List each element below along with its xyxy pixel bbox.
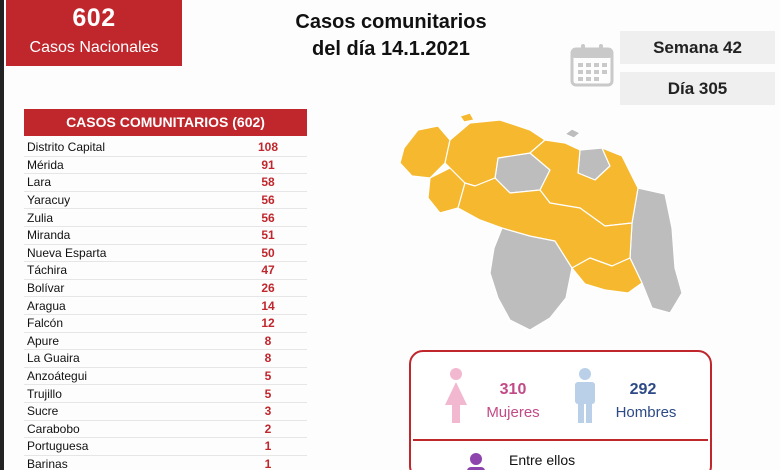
state-name: Lara (27, 175, 52, 190)
note-text: Entre ellos (509, 452, 576, 468)
week-box: Semana 42 (620, 31, 775, 64)
table-row: Lara 58 (24, 174, 307, 192)
table-row: Aragua 14 (24, 297, 307, 315)
map-state-yellow-island (459, 112, 475, 123)
gender-box-divider (413, 439, 708, 441)
map-state-yellow-bolivar (571, 257, 643, 294)
state-name: Anzoátegui (27, 369, 88, 384)
state-count: 108 (257, 140, 279, 155)
table-row: Anzoátegui 5 (24, 368, 307, 386)
left-edge-strip (0, 0, 4, 470)
state-name: Bolívar (27, 281, 65, 296)
men-label: Hombres (615, 404, 677, 421)
state-name: Portuguesa (27, 439, 89, 454)
state-name: Falcón (27, 316, 64, 331)
state-name: Táchira (27, 263, 68, 278)
map-state-yellow-west (399, 125, 451, 179)
state-count: 2 (264, 421, 272, 436)
state-name: Sucre (27, 404, 59, 419)
venezuela-map (399, 112, 683, 331)
child-icon (467, 453, 485, 470)
calendar-icon (570, 44, 614, 87)
state-count: 56 (261, 193, 275, 208)
title-line-2: del día 14.1.2021 (312, 38, 470, 60)
state-count: 50 (261, 245, 275, 260)
state-count: 5 (264, 386, 272, 401)
table-row: Trujillo 5 (24, 385, 307, 403)
state-count: 1 (264, 439, 272, 454)
state-name: La Guaira (27, 351, 80, 366)
state-count: 91 (261, 157, 275, 172)
map-state-gray-east (629, 187, 683, 314)
state-name: Mérida (27, 157, 64, 172)
state-count: 26 (261, 281, 275, 296)
state-count: 8 (264, 333, 272, 348)
table-row: Táchira 47 (24, 262, 307, 280)
table-row: Miranda 51 (24, 227, 307, 245)
page-title: Casos comunitarios del día 14.1.2021 (255, 9, 527, 63)
national-cases-label: Casos Nacionales (29, 39, 159, 56)
table-row: Apure 8 (24, 333, 307, 351)
state-count: 51 (261, 228, 275, 243)
men-count: 292 (629, 381, 657, 398)
table-row: La Guaira 8 (24, 350, 307, 368)
gender-box: 310 Mujeres 292 Hombres Entre ellos (409, 350, 712, 470)
woman-icon (445, 368, 467, 423)
state-name: Aragua (27, 298, 66, 313)
state-name: Miranda (27, 228, 71, 243)
table-row: Yaracuy 56 (24, 192, 307, 210)
state-name: Apure (27, 333, 60, 348)
state-count: 12 (261, 316, 275, 331)
map-state-yellow-coast (529, 139, 639, 227)
man-icon (575, 368, 595, 423)
table-row: Zulia 56 (24, 209, 307, 227)
women-count: 310 (499, 381, 527, 398)
women-label: Mujeres (486, 404, 540, 421)
state-name: Zulia (27, 210, 54, 225)
table-header: CASOS COMUNITARIOS (602) (24, 109, 307, 136)
table-row: Sucre 3 (24, 403, 307, 421)
table-row: Barinas 1 (24, 456, 307, 470)
state-count: 1 (264, 456, 272, 470)
national-cases-number: 602 (72, 4, 116, 32)
title-line-1: Casos comunitarios (295, 11, 487, 33)
state-count: 8 (264, 351, 272, 366)
state-count: 3 (264, 404, 272, 419)
state-name: Trujillo (27, 386, 62, 401)
state-name: Carabobo (27, 421, 80, 436)
state-count: 14 (261, 298, 275, 313)
state-count: 5 (264, 369, 272, 384)
state-name: Nueva Esparta (27, 245, 107, 260)
table-row: Carabobo 2 (24, 421, 307, 439)
table-row: Portuguesa 1 (24, 438, 307, 456)
table-row: Falcón 12 (24, 315, 307, 333)
state-cases-table: Distrito Capital 108 Mérida 91 Lara 58 Yaracuy… (24, 139, 307, 470)
state-count: 58 (261, 175, 275, 190)
day-box: Día 305 (620, 72, 775, 105)
state-name: Yaracuy (27, 193, 71, 208)
state-count: 56 (261, 210, 275, 225)
map-state-gray-island (564, 128, 581, 139)
state-name: Distrito Capital (27, 140, 106, 155)
table-row: Bolívar 26 (24, 280, 307, 298)
state-name: Barinas (27, 456, 68, 470)
table-row: Nueva Esparta 50 (24, 245, 307, 263)
table-row: Mérida 91 (24, 157, 307, 175)
national-cases-box: 602 Casos Nacionales (6, 0, 182, 66)
state-count: 47 (261, 263, 275, 278)
table-row: Distrito Capital 108 (24, 139, 307, 157)
